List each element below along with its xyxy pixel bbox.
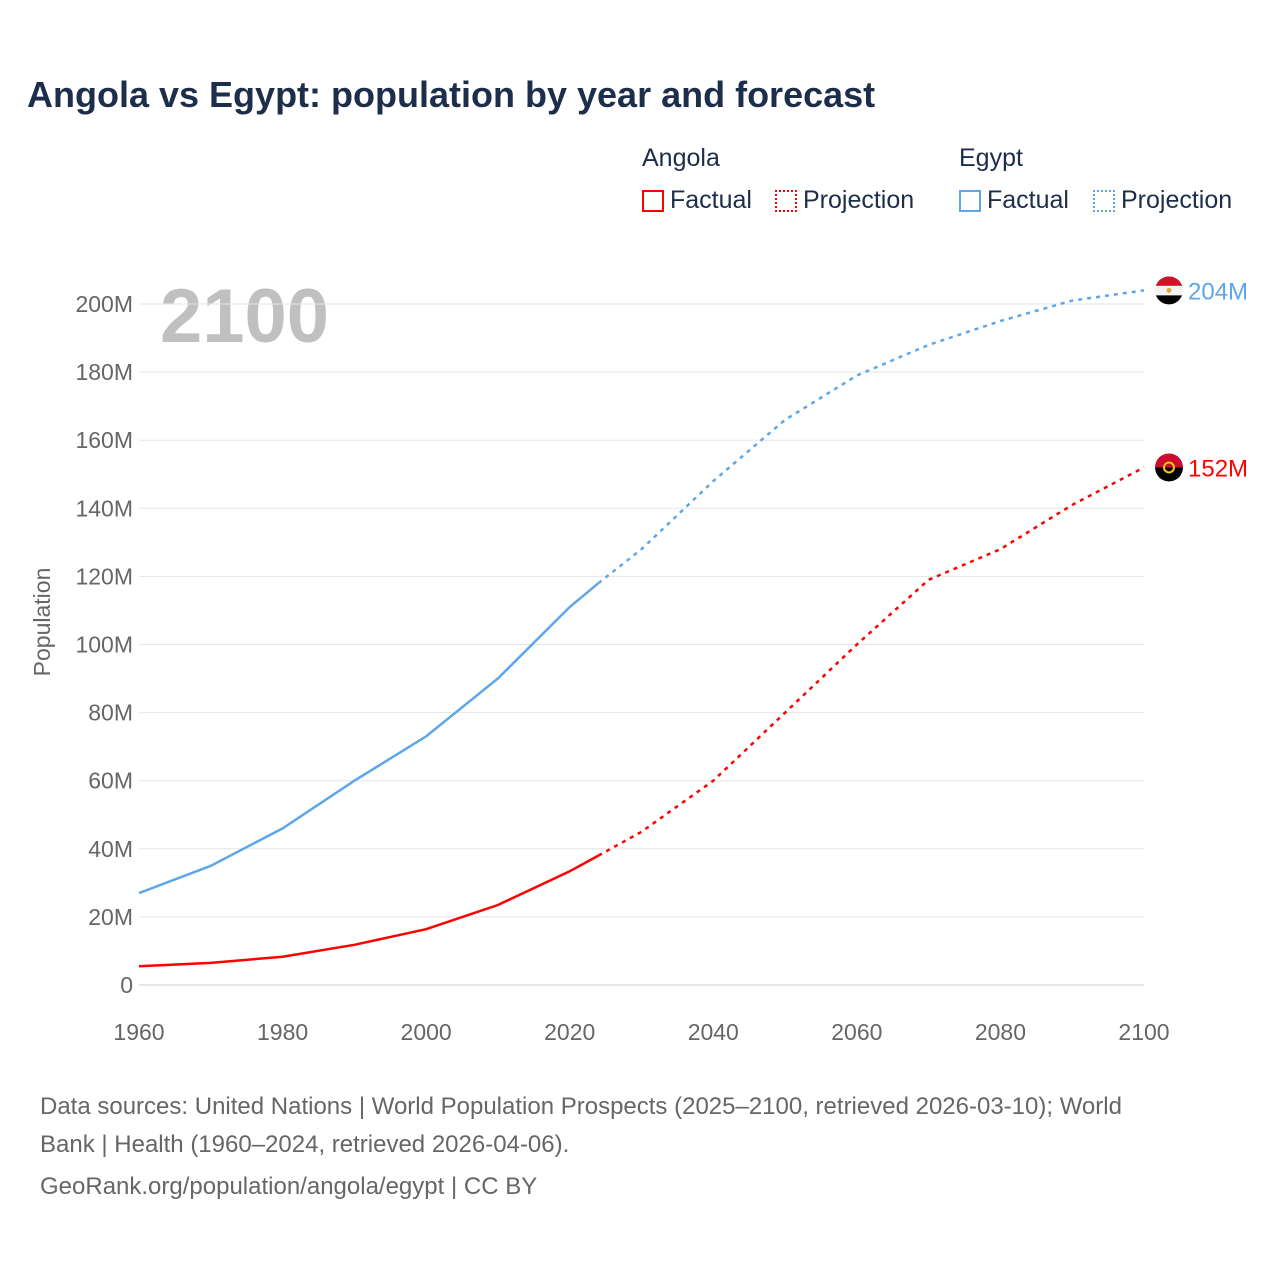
data-sources: Data sources: United Nations | World Pop… (40, 1088, 1240, 1206)
legend-swatch-solid (959, 189, 981, 212)
y-tick-label: 0 (120, 972, 133, 998)
angola-projection-line (597, 466, 1145, 857)
flag-body (1155, 453, 1183, 482)
source-link[interactable]: GeoRank.org/population/angola/egypt | CC… (40, 1173, 538, 1200)
y-tick-label: 100M (75, 632, 133, 658)
x-tick-label: 2080 (975, 1019, 1026, 1045)
legend-group-egypt: Egypt (959, 144, 1023, 172)
y-tick-label: 180M (75, 359, 133, 385)
legend-label: Projection (803, 186, 915, 214)
legend-angola-projection[interactable]: Projection (775, 186, 914, 215)
egypt-flag-icon (1155, 276, 1183, 305)
egypt-end-label: 204M (1188, 278, 1248, 305)
flag-emblem (1163, 461, 1175, 474)
y-tick-label: 20M (88, 904, 133, 930)
x-tick-label: 2000 (401, 1019, 452, 1045)
x-tick-label: 1980 (257, 1019, 308, 1045)
flag-stripe (1155, 453, 1183, 468)
year-label: 2100 (160, 274, 329, 359)
angola-flag-icon (1155, 453, 1183, 482)
egypt-projection-line (597, 289, 1145, 585)
flag-emblem (1166, 287, 1172, 293)
flag-stripe (1155, 467, 1183, 482)
source-line: Bank | Health (1960–2024, retrieved 2026… (40, 1131, 570, 1158)
legend-group-angola: Angola (642, 144, 720, 172)
chart-title: Angola vs Egypt: population by year and … (27, 74, 876, 115)
x-tick-label: 2060 (831, 1019, 882, 1045)
legend-label: Projection (1121, 186, 1233, 214)
y-tick-label: 160M (75, 427, 133, 453)
flag-stripe (1155, 276, 1183, 286)
y-tick-label: 140M (75, 495, 133, 521)
x-tick-label: 2020 (544, 1019, 595, 1045)
y-tick-label: 40M (88, 836, 133, 862)
y-tick-label: 80M (88, 700, 133, 726)
legend-swatch-solid (642, 189, 664, 212)
angola-factual-line (138, 854, 599, 968)
source-line: Data sources: United Nations | World Pop… (40, 1093, 1122, 1120)
legend-angola-factual[interactable]: Factual (642, 186, 752, 215)
legend-egypt-projection[interactable]: Projection (1093, 186, 1232, 215)
x-tick-label: 2100 (1118, 1019, 1169, 1045)
flag-body (1155, 276, 1183, 305)
flag-stripe (1155, 295, 1183, 305)
y-tick-label: 60M (88, 768, 133, 794)
legend-swatch-dotted (775, 189, 797, 212)
legend-egypt-factual[interactable]: Factual (959, 186, 1069, 215)
x-tick-label: 2040 (688, 1019, 739, 1045)
legend-swatch-dotted (1093, 189, 1115, 212)
y-axis-label: Population (29, 568, 55, 677)
legend-label: Factual (987, 186, 1069, 214)
x-tick-label: 1960 (113, 1019, 164, 1045)
legend-label: Factual (670, 186, 752, 214)
angola-end-label: 152M (1188, 455, 1248, 482)
y-tick-label: 120M (75, 563, 133, 589)
plot-area: 2100 Population 0 20M 40M 60M 80M 100M 120M 140… (29, 274, 1248, 1045)
egypt-factual-line (138, 582, 600, 895)
y-tick-label: 200M (75, 291, 133, 317)
